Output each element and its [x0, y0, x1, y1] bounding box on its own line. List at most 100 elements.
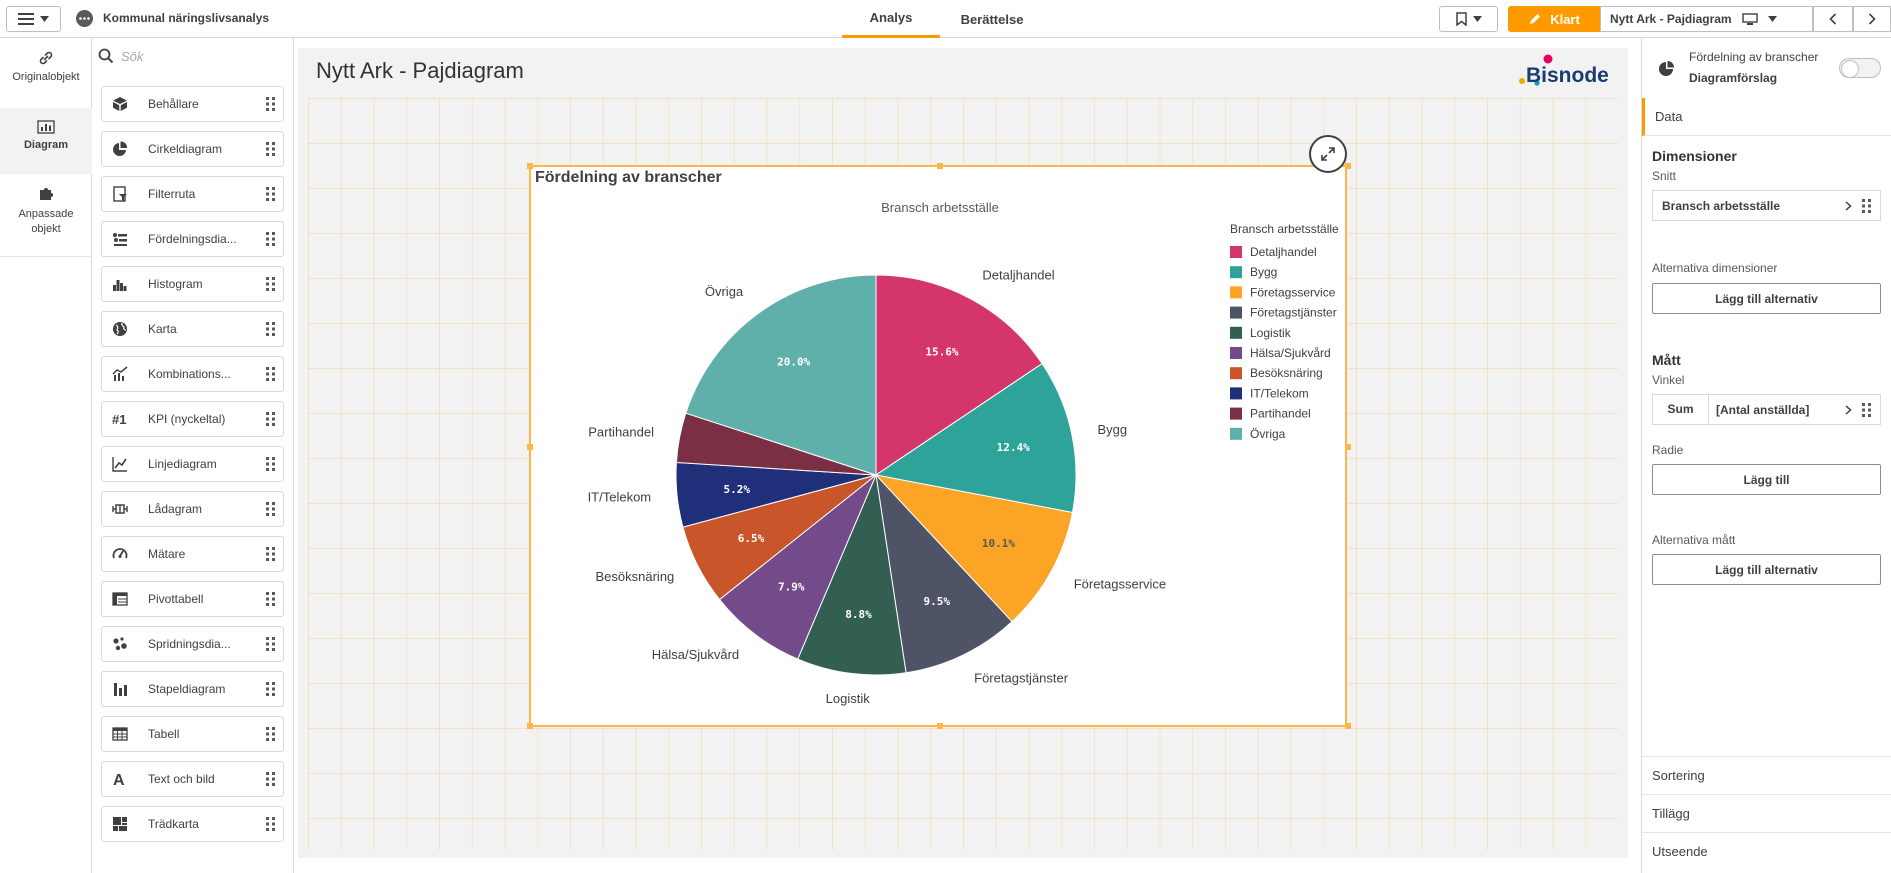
drag-handle-icon[interactable] — [266, 321, 276, 337]
chart-type-item[interactable]: Spridningsdia... — [101, 626, 284, 662]
legend-item[interactable]: Partihandel — [1250, 407, 1311, 421]
main-menu-button[interactable] — [6, 6, 61, 32]
kpi-icon: #1 — [112, 412, 126, 427]
expand-button[interactable] — [1309, 135, 1347, 173]
suggestions-toggle[interactable] — [1839, 58, 1881, 78]
section-sorting[interactable]: Sortering — [1642, 756, 1891, 794]
logo-text: Bisnode — [1526, 64, 1609, 87]
drag-handle-icon[interactable] — [266, 456, 276, 472]
chart-type-item[interactable]: Kombinations... — [101, 356, 284, 392]
drag-handle-icon[interactable] — [266, 366, 276, 382]
drag-handle-icon[interactable] — [266, 141, 276, 157]
drag-handle-icon[interactable] — [1862, 402, 1872, 418]
chart-type-item[interactable]: Cirkeldiagram — [101, 131, 284, 167]
svg-text:A: A — [113, 772, 125, 787]
legend-item[interactable]: Övriga — [1250, 427, 1286, 441]
rail-item-label: Diagram — [23, 139, 69, 151]
pie-slice[interactable] — [874, 474, 1074, 623]
chart-type-item[interactable]: Tabell — [101, 716, 284, 752]
drag-handle-icon[interactable] — [266, 501, 276, 517]
pie-slice[interactable] — [874, 362, 1077, 514]
drag-handle-icon[interactable] — [266, 816, 276, 832]
top-bar: Kommunal näringslivsanalys Analys Berätt… — [0, 0, 1891, 38]
section-addons[interactable]: Tillägg — [1642, 794, 1891, 832]
chart-type-item[interactable]: Lådagram — [101, 491, 284, 527]
legend-item[interactable]: Detaljhandel — [1250, 245, 1317, 259]
drag-handle-icon[interactable] — [266, 771, 276, 787]
resize-handle[interactable] — [1345, 444, 1351, 450]
chart-type-item[interactable]: Karta — [101, 311, 284, 347]
pie-slice[interactable] — [797, 473, 907, 676]
tab-berattelse[interactable]: Berättelse — [960, 11, 1024, 27]
resize-handle[interactable] — [527, 163, 533, 169]
chevron-down-icon — [40, 16, 49, 22]
drag-handle-icon[interactable] — [266, 411, 276, 427]
legend-item[interactable]: Bygg — [1250, 265, 1277, 279]
drag-handle-icon[interactable] — [1862, 198, 1872, 214]
rail-item-originalobjekt[interactable]: Originalobjekt — [0, 48, 92, 106]
drag-handle-icon[interactable] — [266, 681, 276, 697]
chart-type-item[interactable]: Filterruta — [101, 176, 284, 212]
tab-analys[interactable]: Analys — [842, 0, 940, 38]
resize-handle[interactable] — [527, 723, 533, 729]
drag-handle-icon[interactable] — [266, 276, 276, 292]
legend-item[interactable]: Företagsservice — [1250, 285, 1336, 299]
chart-type-item[interactable]: Histogram — [101, 266, 284, 302]
add-radius-button[interactable]: Lägg till — [1652, 464, 1881, 495]
resize-handle[interactable] — [937, 163, 943, 169]
legend-item[interactable]: IT/Telekom — [1250, 386, 1309, 400]
chart-type-item[interactable]: #1 KPI (nyckeltal) — [101, 401, 284, 437]
alt-dimensions-label: Alternativa dimensioner — [1652, 261, 1778, 275]
resize-handle[interactable] — [937, 723, 943, 729]
chart-type-item[interactable]: Linjediagram — [101, 446, 284, 482]
rail-item-anpassade-objekt[interactable]: Anpassade objekt — [0, 182, 92, 252]
chart-type-item[interactable]: Stapeldiagram — [101, 671, 284, 707]
legend-item[interactable]: Logistik — [1250, 326, 1292, 340]
measure-field[interactable]: Sum [Antal anställda] — [1652, 394, 1881, 425]
chart-type-item[interactable]: Mätare — [101, 536, 284, 572]
drag-handle-icon[interactable] — [266, 231, 276, 247]
pie-slice[interactable] — [875, 274, 1043, 476]
add-alt-dimension-button[interactable]: Lägg till alternativ — [1652, 283, 1881, 314]
search-box[interactable]: Sök — [98, 44, 288, 68]
resize-handle[interactable] — [1345, 163, 1351, 169]
sheet-selector[interactable]: Nytt Ark - Pajdiagram — [1600, 6, 1813, 32]
legend-swatch — [1230, 427, 1242, 440]
resize-handle[interactable] — [1345, 723, 1351, 729]
chart-type-item[interactable]: Behållare — [101, 86, 284, 122]
next-sheet-button[interactable] — [1853, 6, 1891, 32]
add-alt-measure-button[interactable]: Lägg till alternativ — [1652, 554, 1881, 585]
pie-slice[interactable] — [718, 474, 877, 660]
legend-item[interactable]: Besöksnäring — [1250, 366, 1323, 380]
drag-handle-icon[interactable] — [266, 546, 276, 562]
done-editing-button[interactable]: Klart — [1508, 6, 1600, 32]
drag-handle-icon[interactable] — [266, 186, 276, 202]
drag-handle-icon[interactable] — [266, 591, 276, 607]
chart-type-item[interactable]: Fördelningsdia... — [101, 221, 284, 257]
tab-data[interactable]: Data — [1642, 98, 1891, 136]
rail-item-diagram[interactable]: Diagram — [0, 108, 92, 174]
chart-type-item[interactable]: Trädkarta — [101, 806, 284, 842]
slice-value-label: 5.2% — [723, 483, 750, 496]
legend-item[interactable]: Hälsa/Sjukvård — [1250, 346, 1331, 360]
section-appearance[interactable]: Utseende — [1642, 832, 1891, 870]
search-input[interactable]: Sök — [121, 48, 144, 64]
bookmark-button[interactable] — [1439, 6, 1498, 32]
chart-type-item[interactable]: A Text och bild — [101, 761, 284, 797]
pie-slice[interactable] — [875, 473, 1013, 674]
treemap-icon — [113, 817, 127, 831]
drag-handle-icon[interactable] — [266, 636, 276, 652]
dimension-field[interactable]: Bransch arbetsställe — [1652, 190, 1881, 221]
drag-handle-icon[interactable] — [266, 726, 276, 742]
legend-swatch — [1230, 387, 1242, 400]
pie-slice[interactable] — [685, 274, 877, 476]
chart-type-item[interactable]: Pivottabell — [101, 581, 284, 617]
previous-sheet-button[interactable] — [1813, 6, 1853, 32]
legend-item[interactable]: Företagstjänster — [1250, 306, 1337, 320]
pie-chart-object[interactable]: Fördelning av branscher Bransch arbetsst… — [527, 163, 1351, 729]
resize-handle[interactable] — [527, 444, 533, 450]
dimensions-heading: Dimensioner — [1652, 148, 1737, 164]
chevron-down-icon — [1472, 16, 1482, 22]
drag-handle-icon[interactable] — [266, 96, 276, 112]
chart-type-label: Histogram — [148, 277, 203, 291]
